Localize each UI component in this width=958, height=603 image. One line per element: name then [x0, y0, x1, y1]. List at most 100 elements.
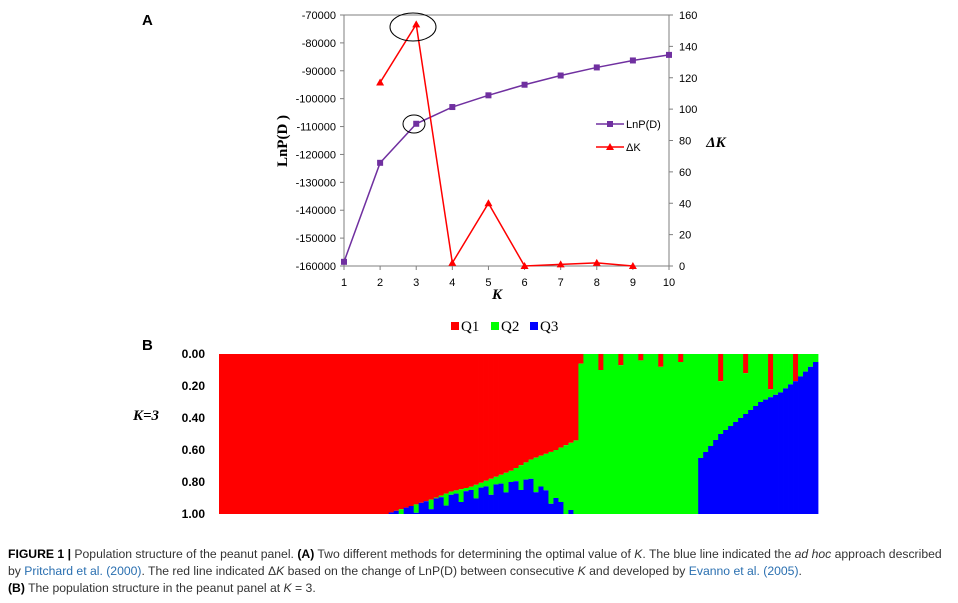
individual-bar-q1: [313, 354, 320, 514]
structure-y-tick-label: 0.20: [182, 379, 206, 393]
individual-bar-q1: [253, 354, 260, 514]
legend-swatch-q3: [530, 322, 538, 330]
individual-bar-q3: [483, 486, 489, 514]
structure-y-axis: 0.00 0.20 0.40 0.60 0.80 1.00: [182, 347, 206, 521]
y2-tick-label: 80: [679, 136, 691, 148]
figure-caption: FIGURE 1 | Population structure of the p…: [8, 546, 953, 597]
individual-bar-q2: [673, 354, 679, 514]
individual-bar-q3: [538, 486, 544, 514]
legend-q1: Q1: [461, 319, 479, 335]
individual-bar-q2: [578, 363, 584, 514]
lnp-point: [557, 72, 564, 79]
individual-bar-q1: [258, 354, 265, 514]
individual-bar-q1: [338, 354, 345, 514]
caption-text: . The blue line indicated the: [642, 547, 795, 561]
individual-bar-q2: [473, 484, 479, 499]
x-tick-label: 3: [413, 277, 419, 289]
lnp-point: [666, 51, 672, 58]
individual-bar-q1: [393, 354, 400, 511]
individual-bar-q2: [548, 451, 554, 504]
individual-bar-q3: [568, 510, 574, 514]
individual-bar-q1: [468, 354, 474, 487]
individual-bar-q2: [788, 354, 794, 385]
individual-bar-q1: [638, 354, 644, 361]
individual-bar-q3: [723, 430, 729, 514]
individual-bar-q1: [219, 354, 225, 514]
individual-bar-q3: [458, 502, 464, 514]
individual-bar-q1: [298, 354, 305, 514]
individual-bar-q2: [748, 354, 754, 410]
structure-y-tick-label: 1.00: [182, 507, 206, 521]
individual-bar-q1: [358, 354, 365, 514]
individual-bar-q2: [543, 453, 549, 491]
individual-bar-q2: [668, 354, 674, 514]
caption-ref-pritchard[interactable]: Pritchard et al. (2000): [24, 564, 142, 578]
individual-bar-q2: [518, 465, 524, 490]
individual-bar-q2: [743, 373, 749, 414]
x-axis-title: K: [491, 287, 503, 303]
y2-tick-label: 160: [679, 10, 697, 22]
individual-bar-q1: [373, 354, 380, 514]
individual-bar-q1: [363, 354, 370, 514]
series-lines: [341, 20, 672, 269]
lnp-point: [377, 159, 384, 166]
y-tick-label: -100000: [296, 94, 336, 106]
caption-ref-evanno[interactable]: Evanno et al. (2005): [688, 564, 799, 578]
individual-bar-q1: [428, 354, 435, 500]
individual-bar-q1: [248, 354, 255, 514]
lnp-point: [413, 120, 420, 127]
individual-bar-q1: [323, 354, 330, 514]
individual-bar-q2: [698, 354, 704, 458]
individual-bar-q2: [733, 354, 739, 422]
individual-bar-q2: [723, 354, 729, 430]
panel-b-label: B: [142, 337, 153, 354]
individual-bar-q2: [558, 447, 564, 502]
individual-bar-q3: [793, 381, 799, 514]
y2-tick-label: 100: [679, 104, 697, 116]
individual-bar-q2: [573, 440, 579, 514]
structure-y-tick-label: 0.00: [182, 347, 206, 361]
individual-bar-q1: [528, 354, 534, 460]
deltak-point: [484, 199, 493, 207]
y2-tick-label: 120: [679, 73, 697, 85]
individual-bar-q2: [813, 354, 819, 362]
individual-bar-q2: [623, 354, 629, 514]
structure-bar-plot: [219, 354, 819, 514]
x-tick-label: 4: [449, 277, 455, 289]
caption-k: K: [577, 564, 586, 578]
individual-bar-q3: [453, 493, 459, 514]
individual-bar-q1: [513, 354, 519, 468]
individual-bar-q3: [508, 482, 514, 514]
individual-bar-q3: [798, 376, 804, 514]
individual-bar-q3: [738, 418, 744, 514]
individual-bar-q1: [308, 354, 315, 514]
individual-bar-q1: [423, 354, 430, 502]
individual-bar-q1: [658, 354, 664, 367]
individual-bar-q1: [523, 354, 529, 463]
individual-bar-q2: [713, 354, 719, 440]
caption-fig-label: FIGURE 1 |: [8, 547, 72, 561]
individual-bar-q2: [483, 480, 489, 487]
individual-bar-q3: [413, 512, 420, 514]
legend-marker-lnp: [607, 121, 613, 127]
legend-swatch-q1: [451, 322, 459, 330]
individual-bar-q1: [463, 354, 469, 488]
y2-tick-label: 0: [679, 261, 685, 273]
individual-bar-q3: [763, 399, 769, 514]
individual-bar-q1: [288, 354, 295, 514]
individual-bar-q2: [658, 366, 664, 514]
individual-bar-q1: [343, 354, 350, 514]
deltak-point: [628, 262, 637, 269]
individual-bar-q2: [803, 354, 809, 372]
individual-bar-q2: [468, 486, 474, 490]
individual-bar-q2: [648, 354, 654, 514]
x-tick-label: 7: [558, 277, 564, 289]
individual-bar-q2: [758, 354, 764, 402]
individual-bar-q2: [523, 462, 529, 480]
deltak-point: [376, 78, 385, 86]
x-tick-label: 8: [594, 277, 600, 289]
individual-bar-q3: [768, 397, 774, 514]
individual-bar-q3: [528, 478, 534, 514]
lnp-point: [341, 258, 347, 265]
individual-bar-q1: [353, 354, 360, 514]
